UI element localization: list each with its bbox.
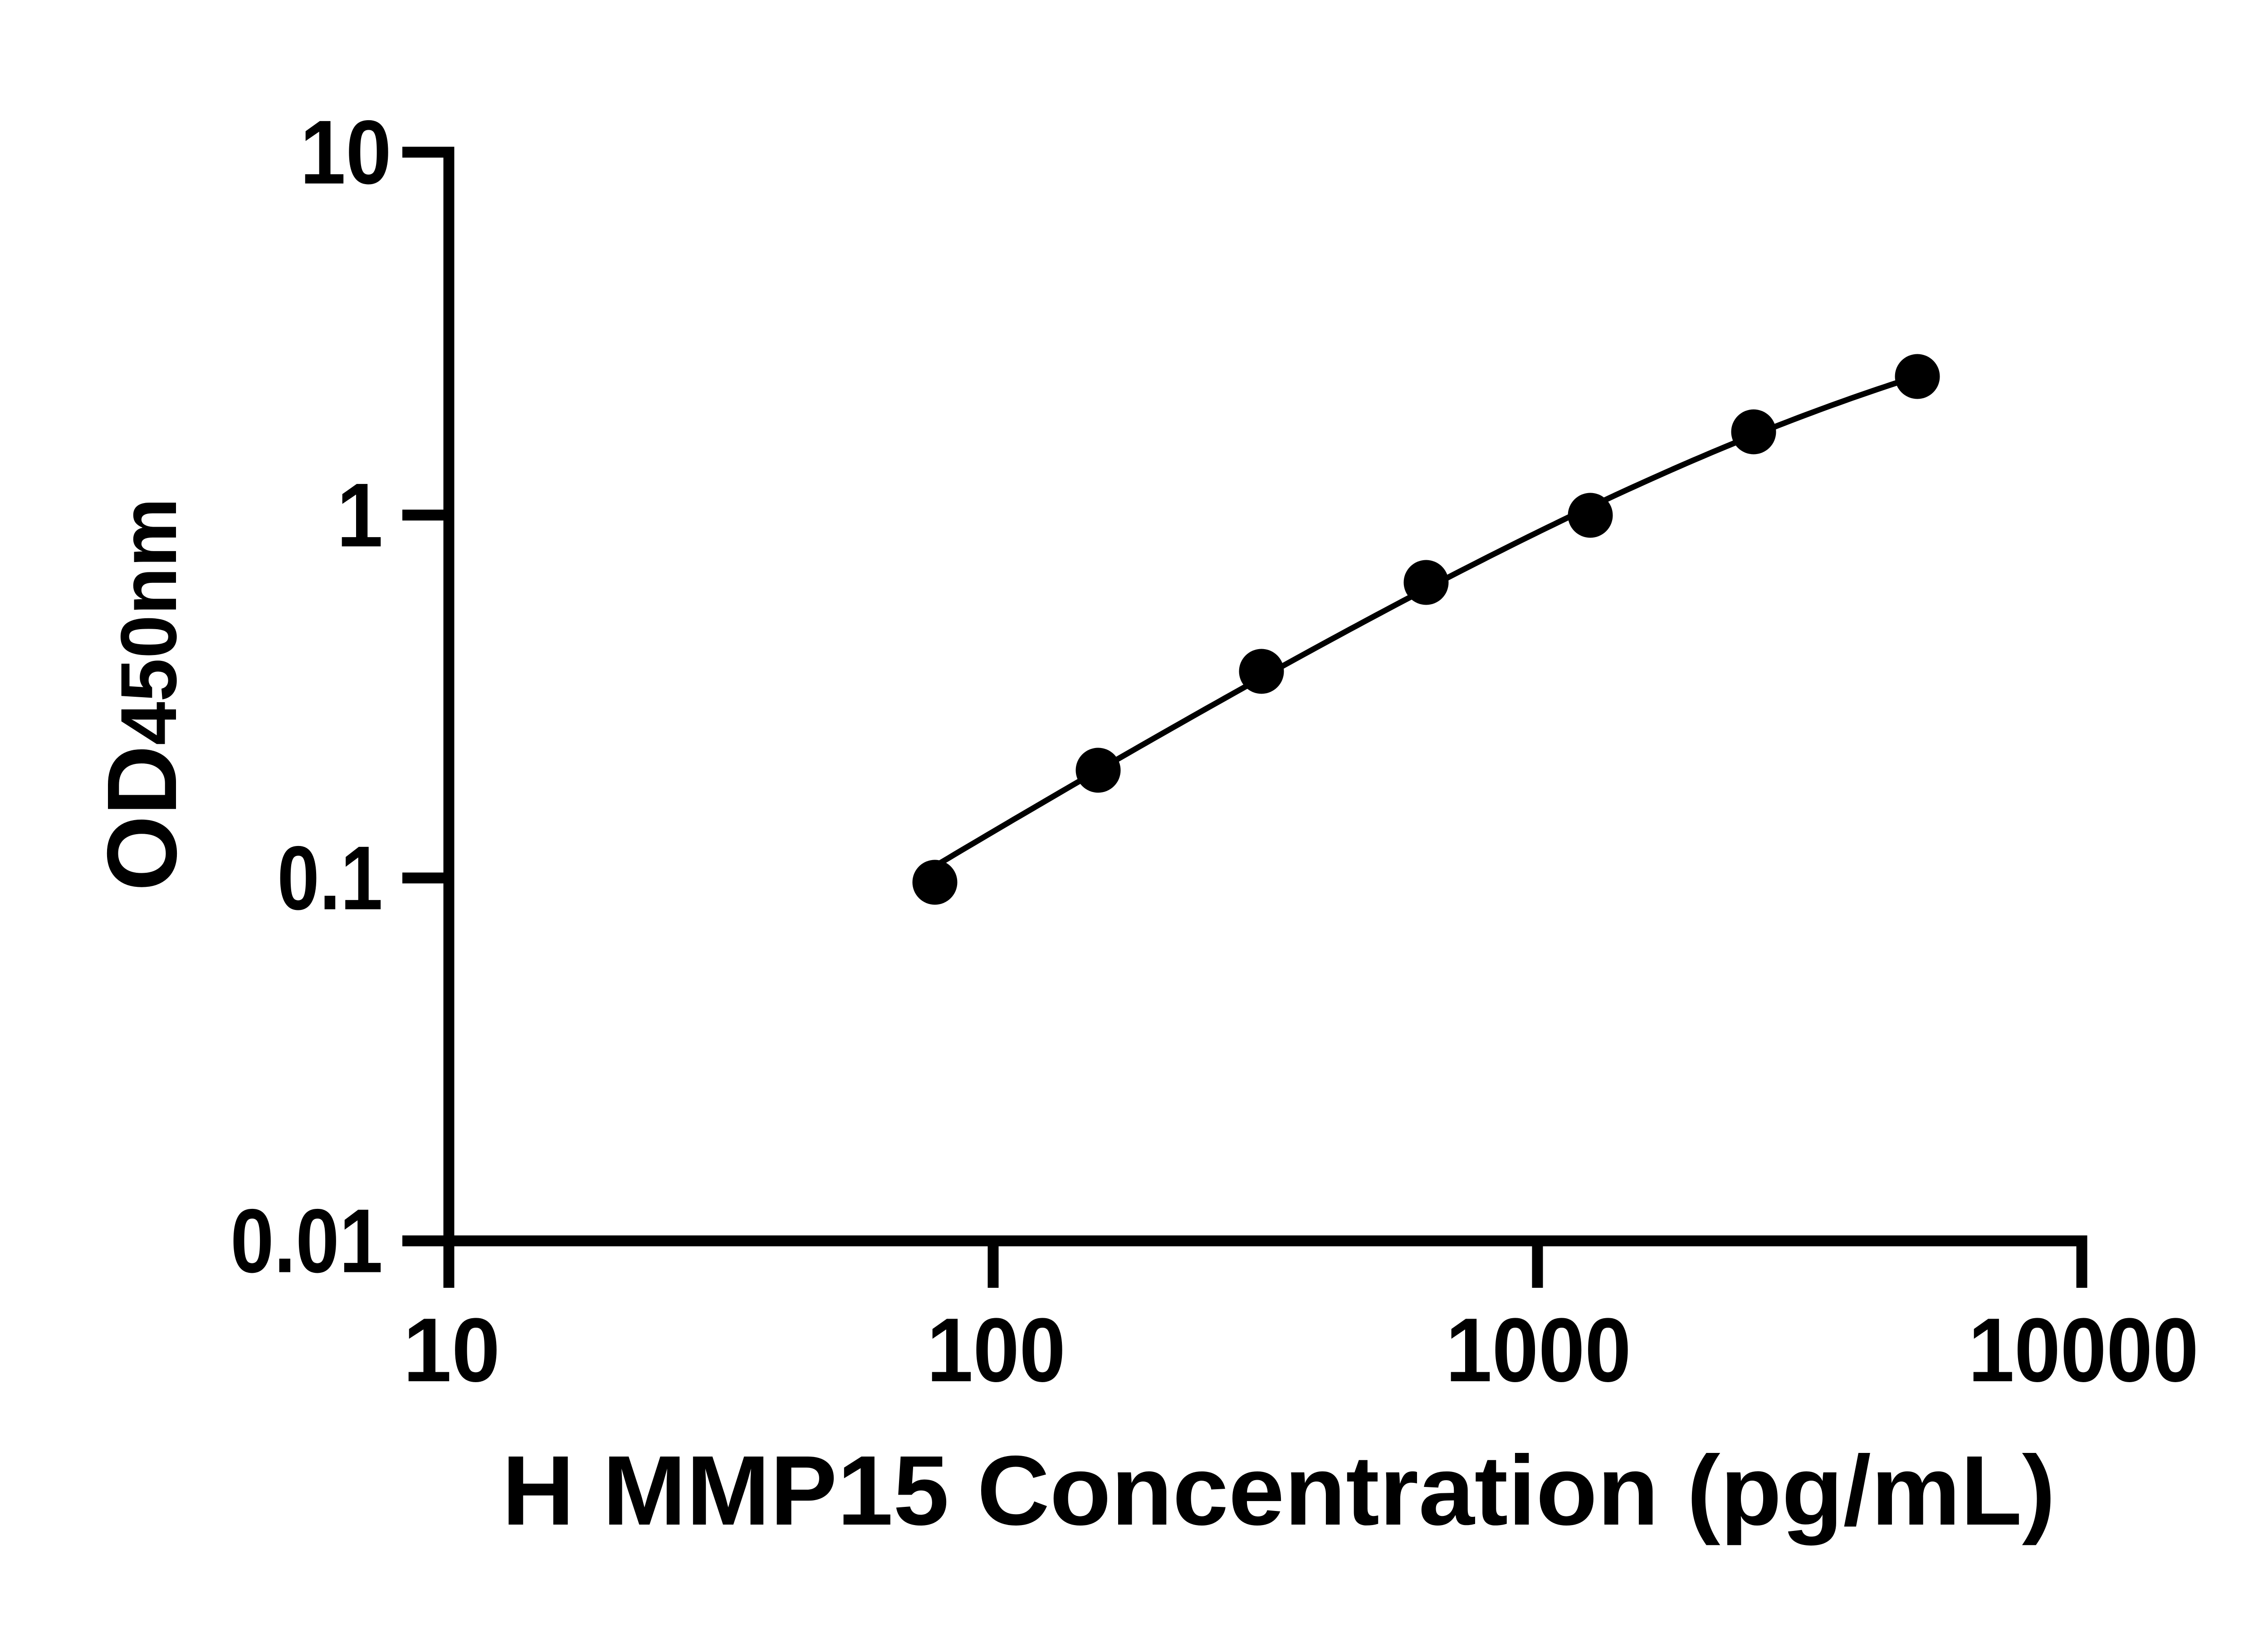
svg-text:100: 100 bbox=[927, 1300, 1066, 1401]
svg-text:1: 1 bbox=[337, 465, 383, 566]
svg-text:1000: 1000 bbox=[1446, 1300, 1631, 1401]
svg-text:0.01: 0.01 bbox=[230, 1191, 383, 1292]
svg-text:10: 10 bbox=[403, 1300, 500, 1401]
svg-text:H MMP15 Concentration (pg/mL): H MMP15 Concentration (pg/mL) bbox=[502, 1436, 2056, 1546]
svg-text:10: 10 bbox=[300, 102, 391, 203]
svg-text:OD450nm: OD450nm bbox=[86, 498, 197, 891]
svg-text:0.1: 0.1 bbox=[277, 828, 383, 929]
svg-text:10000: 10000 bbox=[1968, 1300, 2199, 1401]
